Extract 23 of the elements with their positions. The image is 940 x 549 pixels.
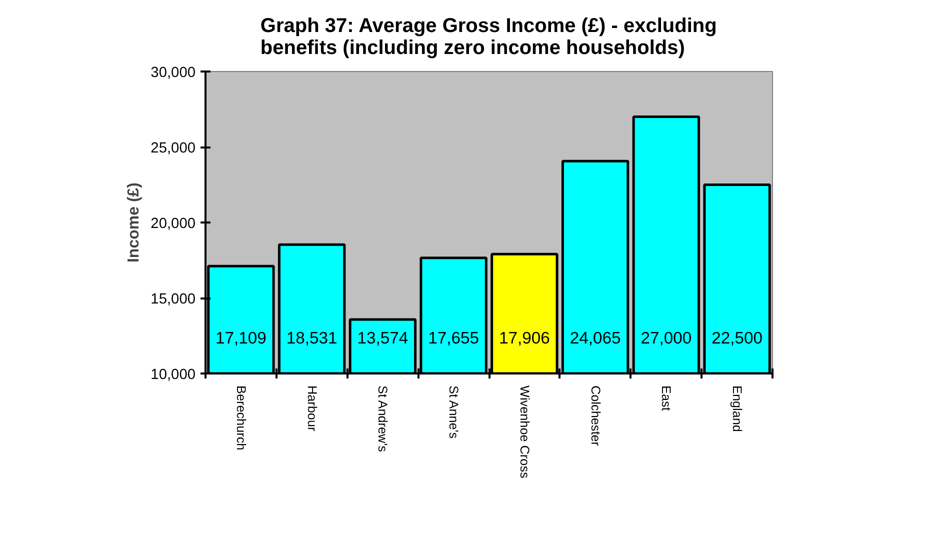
data-label: 17,655 xyxy=(428,328,480,348)
y-tick-label: 20,000 xyxy=(150,216,196,232)
y-axis-title: Income (£) xyxy=(126,182,143,263)
x-tick-label: Berechurch xyxy=(234,386,248,450)
x-tick-label: England xyxy=(730,386,744,432)
y-tick-label: 30,000 xyxy=(150,65,196,81)
data-label: 13,574 xyxy=(357,328,408,348)
x-tick-label: East xyxy=(659,386,674,412)
y-tick-label: 15,000 xyxy=(150,292,196,308)
x-tick-label: Colchester xyxy=(588,386,602,446)
data-label: 18,531 xyxy=(286,328,338,348)
chart-title: Graph 37: Average Gross Income (£) - excluding benefits (including zero income households) xyxy=(260,15,717,59)
data-label: 17,109 xyxy=(215,328,266,348)
x-tick-label: Harbour xyxy=(304,386,319,432)
data-label: 17,906 xyxy=(498,328,550,348)
x-tick-label: St Anne's xyxy=(446,386,461,439)
data-label: 22,500 xyxy=(712,328,763,348)
x-tick-label: St Andrew's xyxy=(376,386,390,452)
y-tick-label: 10,000 xyxy=(150,367,196,383)
data-label: 27,000 xyxy=(640,328,692,348)
data-label: 24,065 xyxy=(570,328,621,348)
x-tick-label: Wivenhoe Cross xyxy=(517,386,532,478)
y-tick-label: 25,000 xyxy=(150,140,196,156)
